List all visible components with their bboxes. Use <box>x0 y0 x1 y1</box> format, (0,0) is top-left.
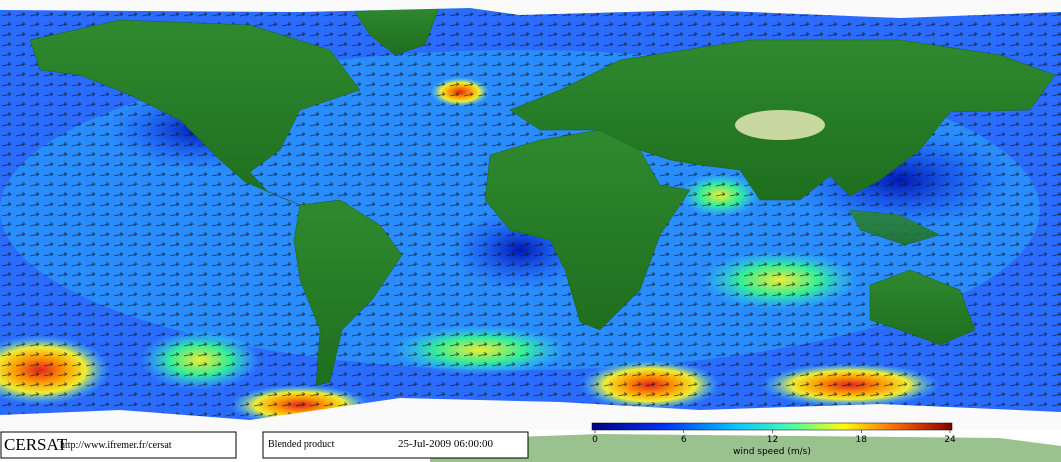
date: 25-Jul-2009 06:00:00 <box>398 438 494 450</box>
info-box <box>262 431 529 459</box>
logo: CERSAT <box>4 435 68 454</box>
colorbar-tick-label: 12 <box>767 435 778 445</box>
colorbar <box>591 422 953 431</box>
product: Blended product <box>268 439 335 450</box>
colorbar-label: wind speed (m/s) <box>733 447 811 457</box>
url: http://www.ifremer.fr/cersat <box>60 440 172 451</box>
antarctic-land <box>430 434 1061 462</box>
colorbar-tick-label: 0 <box>592 435 598 445</box>
colorbar-tick-label: 18 <box>856 435 868 445</box>
land <box>29 4 1056 387</box>
ice <box>0 0 1061 430</box>
logo-box <box>0 431 237 459</box>
colorbar-tick-label: 6 <box>681 435 687 445</box>
colorbar-tick-label: 24 <box>944 435 956 445</box>
